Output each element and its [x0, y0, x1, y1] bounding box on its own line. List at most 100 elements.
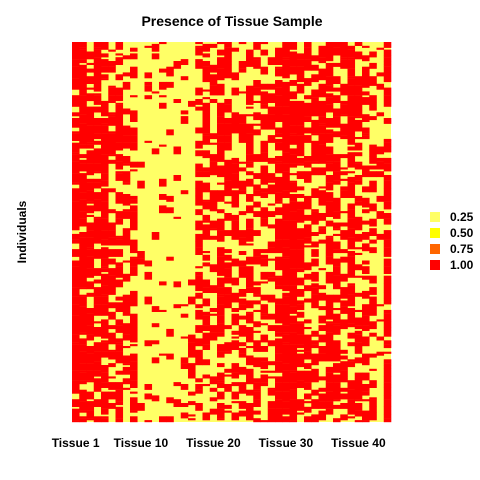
heatmap-cell — [282, 338, 290, 341]
heatmap-cell — [246, 178, 254, 187]
heatmap-cell — [383, 365, 392, 369]
heatmap-cell — [383, 300, 392, 303]
heatmap-cell — [151, 91, 160, 94]
heatmap-cell — [130, 195, 138, 200]
heatmap-cell — [72, 374, 80, 381]
heatmap-cell — [108, 302, 116, 309]
heatmap-cell — [115, 173, 124, 176]
heatmap-cell — [347, 53, 356, 58]
heatmap-cell — [340, 154, 348, 157]
heatmap-cell — [354, 387, 363, 396]
heatmap-cell — [304, 298, 312, 303]
heatmap-cell — [79, 199, 87, 204]
heatmap-cell — [238, 368, 247, 375]
heatmap-cell — [325, 279, 334, 284]
heatmap-cell — [93, 80, 102, 84]
heatmap-cell — [115, 137, 124, 141]
heatmap-cell — [260, 176, 269, 185]
heatmap-cell — [231, 195, 240, 198]
heatmap-cell — [333, 45, 341, 48]
heatmap-cell — [101, 304, 109, 311]
heatmap-cell — [304, 334, 312, 337]
heatmap-cell — [347, 49, 356, 54]
heatmap-cell — [289, 66, 298, 75]
heatmap-cell — [383, 399, 392, 407]
heatmap-cell — [347, 159, 356, 168]
heatmap-cell — [130, 338, 138, 343]
heatmap-cell — [72, 133, 80, 141]
heatmap-cell — [267, 408, 276, 415]
heatmap-cell — [195, 150, 203, 157]
heatmap-cell — [282, 374, 290, 383]
heatmap-cell — [289, 173, 298, 176]
heatmap-cell — [79, 72, 87, 81]
heatmap-cell — [282, 239, 290, 242]
heatmap-cell — [282, 317, 290, 322]
heatmap-cell — [93, 42, 102, 45]
heatmap-cell — [115, 412, 124, 419]
heatmap-cell — [340, 300, 348, 307]
heatmap-cell — [347, 129, 356, 138]
heatmap-cell — [217, 393, 225, 400]
heatmap-cell — [369, 406, 377, 413]
heatmap-cell — [231, 395, 240, 398]
heatmap-cell — [275, 142, 283, 147]
heatmap-cell — [296, 260, 305, 269]
heatmap-cell — [224, 262, 232, 265]
heatmap-cell — [122, 182, 131, 185]
heatmap-cell — [311, 353, 319, 358]
heatmap-cell — [144, 95, 153, 100]
heatmap-cell — [115, 325, 124, 333]
heatmap-cell — [325, 382, 334, 388]
heatmap-cell — [86, 357, 95, 364]
heatmap-cell — [282, 281, 290, 286]
heatmap-column — [376, 47, 385, 356]
heatmap-cell — [86, 336, 95, 341]
heatmap-cell — [101, 382, 109, 388]
heatmap-cell — [180, 363, 189, 369]
heatmap-cell — [195, 102, 203, 105]
heatmap-cell — [93, 357, 102, 362]
heatmap-cell — [93, 235, 102, 244]
heatmap-cell — [253, 321, 261, 328]
heatmap-cell — [318, 190, 327, 198]
heatmap-cell — [362, 203, 370, 208]
heatmap-cell — [347, 361, 356, 368]
heatmap-cell — [246, 327, 254, 331]
heatmap-cell — [260, 249, 269, 254]
heatmap-cell — [86, 108, 95, 111]
heatmap-column — [122, 55, 131, 390]
heatmap-cell — [238, 342, 247, 345]
heatmap-cell — [209, 190, 218, 197]
heatmap-cell — [333, 121, 341, 128]
heatmap-cell — [231, 340, 240, 347]
heatmap-cell — [101, 140, 109, 147]
heatmap-cell — [180, 384, 189, 390]
heatmap-cell — [195, 180, 203, 189]
heatmap-cell — [275, 80, 283, 88]
heatmap-cell — [325, 256, 334, 265]
heatmap-cell — [289, 249, 298, 252]
heatmap-cell — [325, 43, 334, 52]
heatmap-cell — [238, 304, 247, 311]
heatmap-cell — [202, 182, 211, 187]
heatmap-cell — [101, 340, 109, 343]
heatmap-cell — [209, 85, 218, 92]
heatmap-cell — [369, 239, 377, 244]
heatmap-cell — [217, 271, 225, 276]
heatmap-column — [202, 43, 211, 421]
heatmap-cell — [101, 66, 109, 73]
heatmap-cell — [238, 325, 247, 331]
heatmap-cell — [72, 150, 80, 153]
heatmap-cell — [289, 226, 298, 233]
heatmap-cell — [362, 290, 370, 299]
heatmap-cell — [354, 403, 363, 406]
heatmap-cell — [325, 64, 334, 73]
heatmap-cell — [108, 403, 116, 409]
heatmap-cell — [311, 167, 319, 176]
heatmap-cell — [202, 254, 211, 261]
heatmap-cell — [246, 85, 254, 94]
heatmap-cell — [122, 243, 131, 246]
heatmap-cell — [93, 118, 102, 126]
heatmap-cell — [202, 298, 211, 307]
